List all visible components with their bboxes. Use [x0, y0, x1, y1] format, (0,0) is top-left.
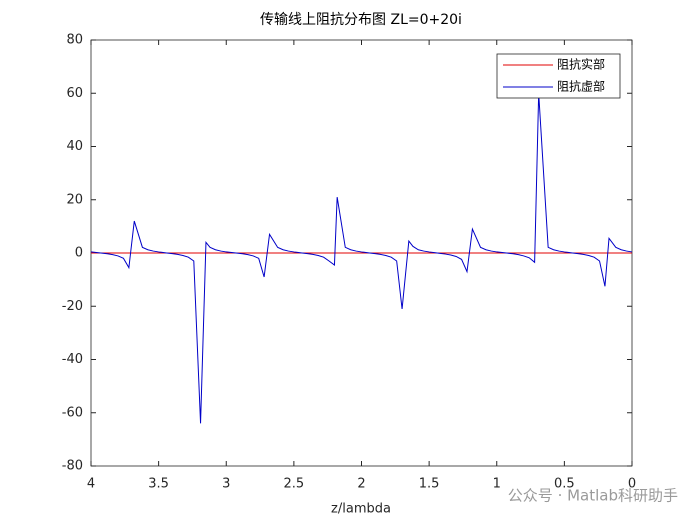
y-tick-label: -40 [62, 352, 83, 367]
y-tick-label: -20 [62, 299, 83, 314]
x-tick-label: 0 [628, 477, 636, 492]
x-tick-label: 3.5 [148, 477, 169, 492]
x-tick-label: 3 [222, 477, 230, 492]
watermark: 公众号 · Matlab科研助手 [508, 487, 678, 505]
y-tick-label: 20 [66, 192, 83, 207]
y-tick-label: 0 [75, 246, 83, 261]
x-tick-label: 4 [87, 477, 95, 492]
x-tick-label: 1 [493, 477, 501, 492]
x-tick-label: 0.5 [554, 477, 575, 492]
legend-label: 阻抗实部 [557, 57, 605, 72]
legend-box [496, 53, 621, 99]
legend-label: 阻抗虚部 [557, 79, 605, 94]
x-tick-label: 1.5 [419, 477, 440, 492]
y-tick-label: -60 [62, 405, 83, 420]
x-tick-label: 2.5 [284, 477, 305, 492]
y-tick-label: 80 [66, 33, 83, 48]
chart-title: 传输线上阻抗分布图 ZL=0+20i [260, 12, 462, 28]
x-axis-label: z/lambda [331, 502, 391, 517]
y-tick-label: -80 [62, 459, 83, 474]
y-tick-label: 40 [66, 139, 83, 154]
data-line [90, 93, 633, 424]
x-tick-label: 2 [357, 477, 365, 492]
y-tick-label: 60 [66, 86, 83, 101]
